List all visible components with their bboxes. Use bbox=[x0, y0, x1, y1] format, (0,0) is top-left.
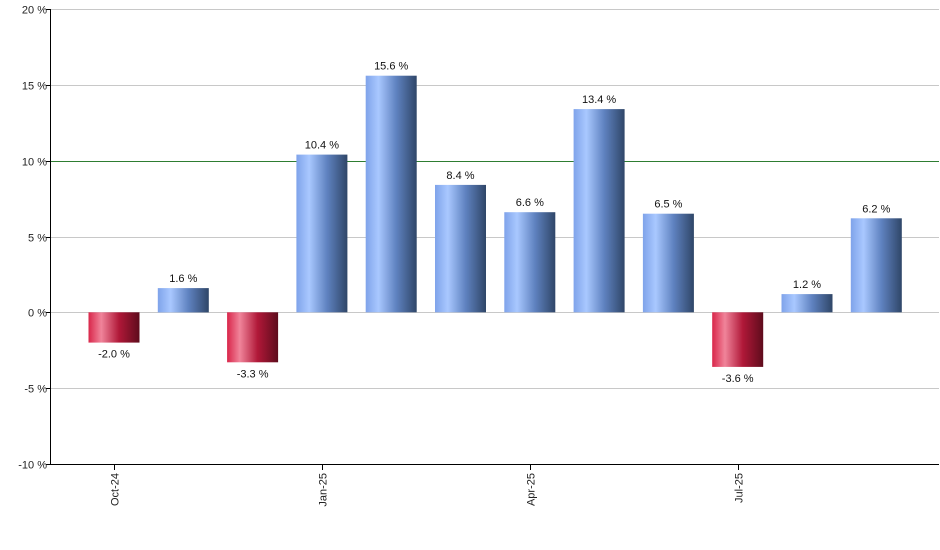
data-label: 13.4 % bbox=[582, 94, 616, 106]
data-label: -2.0 % bbox=[98, 349, 130, 361]
x-tick-label: Apr-25 bbox=[526, 473, 538, 506]
bar bbox=[504, 212, 556, 313]
data-label: 6.6 % bbox=[516, 197, 544, 209]
bar bbox=[642, 213, 694, 313]
data-label: 15.6 % bbox=[374, 61, 408, 73]
gridlines bbox=[50, 9, 939, 465]
x-tick-label: Jul-25 bbox=[734, 473, 746, 503]
y-tick-label: -5 % bbox=[24, 384, 47, 396]
y-tick-label: -10 % bbox=[18, 460, 47, 472]
y-tick-label: 0 % bbox=[28, 308, 47, 320]
y-tick-label: 15 % bbox=[22, 81, 47, 93]
axes: 20 % 15 % 10 % 5 % 0 % -5 % -10 % Oct-24 Jan-25 A… bbox=[18, 5, 939, 507]
x-tick-label: Oct-24 bbox=[110, 473, 122, 506]
bars bbox=[88, 75, 902, 367]
data-label: 6.2 % bbox=[862, 203, 890, 215]
data-label: 8.4 % bbox=[446, 170, 474, 182]
bar bbox=[365, 75, 417, 313]
y-tick-label: 10 % bbox=[22, 157, 47, 169]
data-label: -3.6 % bbox=[722, 373, 754, 385]
data-label: 1.6 % bbox=[169, 273, 197, 285]
bar bbox=[296, 154, 348, 313]
bar bbox=[88, 312, 140, 343]
data-label: 10.4 % bbox=[305, 140, 339, 152]
y-tick-label: 5 % bbox=[28, 233, 47, 245]
bar bbox=[712, 312, 764, 367]
data-labels: -2.0 % 1.6 % -3.3 % 10.4 % 15.6 % 8.4 % 6.6 % 1… bbox=[98, 61, 890, 385]
bar bbox=[850, 218, 902, 313]
data-label: 6.5 % bbox=[654, 199, 682, 211]
bar bbox=[435, 184, 486, 313]
bar bbox=[227, 312, 279, 363]
data-label: -3.3 % bbox=[237, 368, 269, 380]
y-tick-label: 20 % bbox=[22, 5, 47, 17]
x-tick-label: Jan-25 bbox=[318, 473, 330, 507]
data-label: 1.2 % bbox=[793, 279, 821, 291]
bar bbox=[157, 288, 209, 313]
bar bbox=[781, 294, 833, 313]
bar bbox=[573, 109, 625, 313]
